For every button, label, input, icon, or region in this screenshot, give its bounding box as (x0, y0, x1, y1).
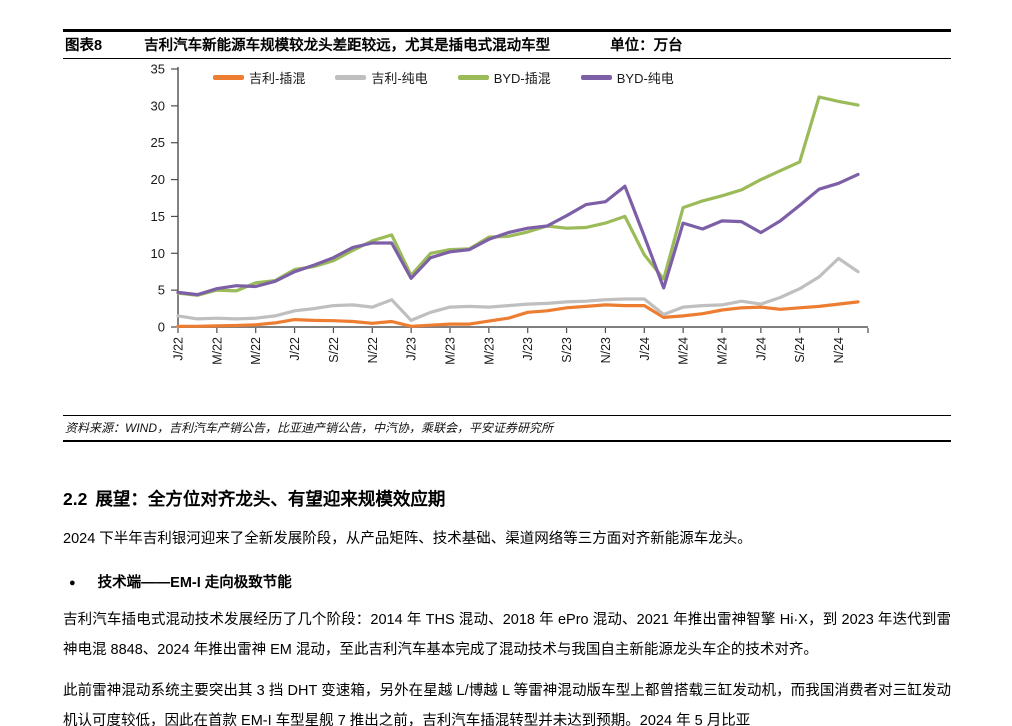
figure-title: 吉利汽车新能源车规模较龙头差距较远，尤其是插电式混动车型 (144, 38, 551, 54)
legend-item-byd-phev: BYD-插混 (457, 68, 551, 87)
legend-swatch-byd-phev (457, 75, 489, 80)
legend-swatch-byd-bev (580, 75, 612, 80)
x-tick-label: J/24 (638, 337, 652, 361)
paragraph-intro: 2024 下半年吉利银河迎来了全新发展阶段，从产品矩阵、技术基础、渠道网络等三方… (63, 531, 752, 547)
legend-item-byd-bev: BYD-纯电 (580, 68, 674, 87)
section-title: 展望：全方位对齐龙头、有望迎来规模效应期 (95, 489, 446, 509)
x-tick-label: J/22 (288, 337, 302, 361)
x-tick-label: M/24 (716, 337, 730, 365)
x-tick-label: M/22 (249, 337, 263, 365)
y-tick-label: 5 (158, 283, 165, 298)
figure-unit-label: 单位：万台 (610, 38, 683, 54)
line-chart: 0 5 10 15 20 25 30 35 J/22 M/22 M/22 J/22 S/22 N/22 J/… (0, 59, 1012, 415)
section-heading: 2.2 展望：全方位对齐龙头、有望迎来规模效应期 (63, 486, 951, 511)
y-tick-label: 20 (151, 172, 165, 187)
y-tick-label: 0 (158, 320, 165, 335)
x-tick-label: S/23 (560, 337, 574, 363)
x-tick-label: M/23 (444, 337, 458, 365)
x-tick-label: M/24 (677, 337, 691, 365)
legend-swatch-geely-bev (335, 75, 367, 80)
chart-legend: 吉利-插混 吉利-纯电 BYD-插混 BYD-纯电 (213, 68, 674, 87)
x-tick-label: S/24 (793, 337, 807, 363)
legend-swatch-geely-phev (213, 75, 244, 80)
section-number: 2.2 (63, 489, 88, 509)
x-tick-label: M/22 (210, 337, 224, 365)
x-tick-label: J/23 (405, 337, 419, 361)
y-tick-label: 10 (151, 246, 165, 261)
bullet-icon: ● (69, 577, 76, 589)
bullet-text: 技术端——EM-I 走向极致节能 (97, 575, 292, 591)
paragraph-tech-history: 吉利汽车插电式混动技术发展经历了几个阶段：2014 年 THS 混动、2018 … (63, 612, 951, 658)
series-line-4 (176, 172, 860, 297)
series-line-1 (176, 300, 860, 328)
bullet-item-tech: ● 技术端——EM-I 走向极致节能 (63, 571, 951, 592)
x-tick-label: J/24 (754, 337, 768, 361)
x-tick-label: J/22 (172, 337, 186, 361)
chart-canvas: 0 5 10 15 20 25 30 35 J/22 M/22 M/22 J/22 S/22 N/22 J/… (151, 62, 869, 365)
y-tick-label: 15 (151, 209, 165, 224)
paragraph-tech-detail: 此前雷神混动系统主要突出其 3 挡 DHT 变速箱，另外在星越 L/博越 L 等… (63, 683, 951, 726)
legend-item-geely-bev: 吉利-纯电 (335, 68, 428, 87)
source-note: 资料来源：WIND，吉利汽车产销公告，比亚迪产销公告，中汽协，乘联会，平安证券研… (63, 415, 951, 442)
series-line-3 (176, 95, 860, 297)
x-tick-label: N/24 (832, 337, 846, 363)
series-line-2 (176, 256, 860, 322)
x-tick-label: S/22 (327, 337, 341, 363)
y-tick-label: 25 (151, 135, 165, 150)
x-tick-label: N/23 (599, 337, 613, 363)
figure-caption-bar: 图表8 吉利汽车新能源车规模较龙头差距较远，尤其是插电式混动车型 单位：万台 (63, 29, 951, 59)
legend-label: BYD-纯电 (616, 71, 674, 86)
legend-label: BYD-插混 (493, 71, 551, 86)
x-tick-label: J/23 (521, 337, 535, 361)
x-tick-label: N/22 (366, 337, 380, 363)
legend-label: 吉利-纯电 (371, 71, 428, 86)
legend-item-geely-phev: 吉利-插混 (213, 68, 305, 87)
y-tick-label: 30 (151, 98, 165, 113)
figure-number: 图表8 (65, 38, 103, 54)
y-tick-label: 35 (151, 62, 165, 77)
legend-label: 吉利-插混 (249, 71, 306, 86)
x-tick-label: M/23 (482, 337, 496, 365)
